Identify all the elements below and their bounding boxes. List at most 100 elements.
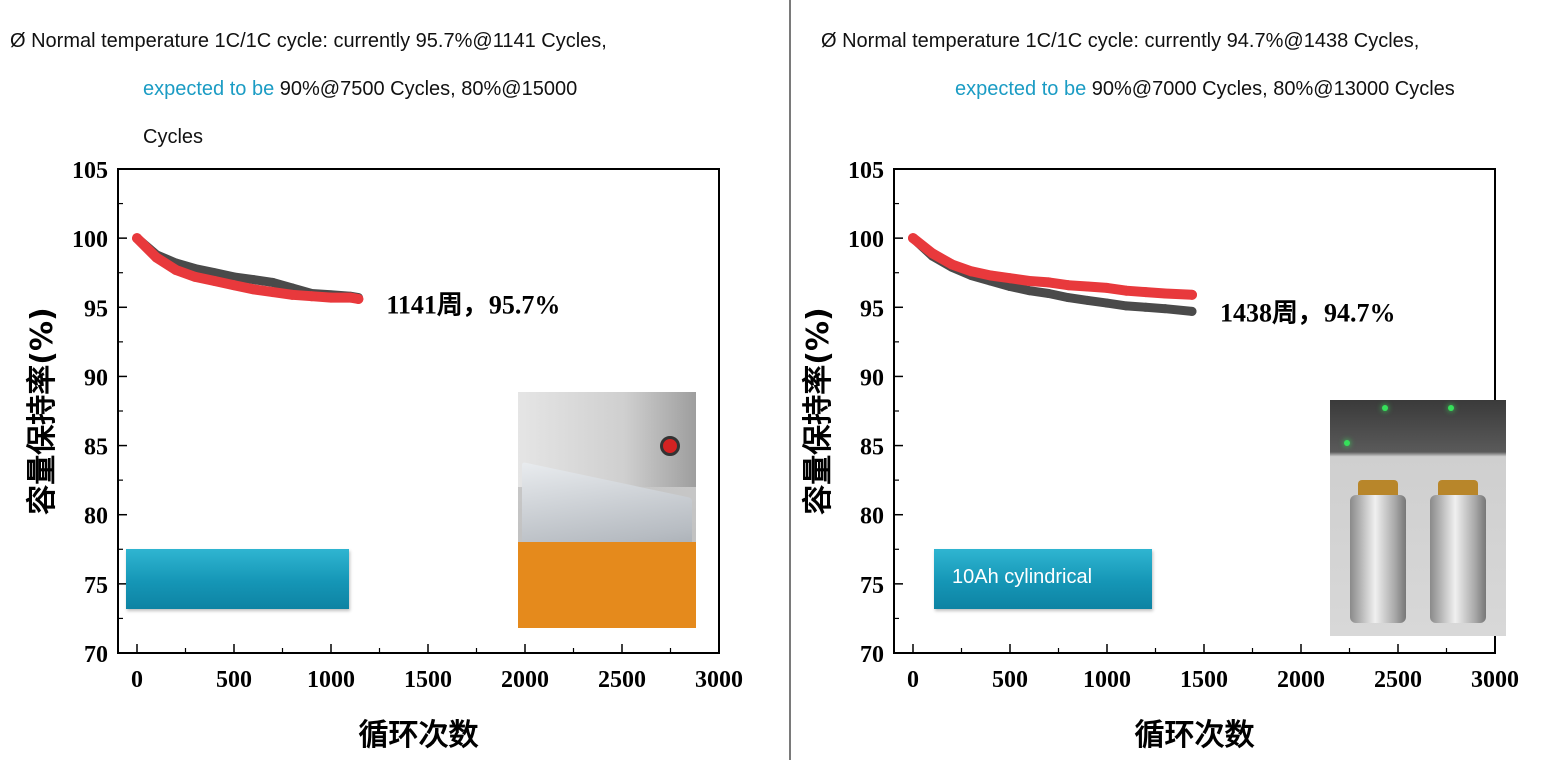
x-axis-label: 循环次数 [359, 718, 480, 753]
series-line-dark [908, 233, 1197, 316]
data-point [908, 233, 918, 244]
data-point [1063, 280, 1074, 291]
x-tick-label: 2000 [501, 667, 549, 693]
note-line-3: Cycles [143, 126, 204, 148]
callout-box [126, 549, 349, 609]
status-led [1382, 405, 1388, 411]
data-point [1186, 289, 1197, 300]
data-point [1121, 301, 1131, 311]
x-tick-label: 500 [216, 667, 252, 693]
y-tick-label: 75 [84, 573, 108, 599]
data-point [229, 272, 239, 282]
y-tick-label: 105 [848, 158, 884, 184]
note-accent-text: expected to be [955, 78, 1087, 100]
data-point [170, 264, 181, 275]
end-point-annotation: 1438周，94.7% [1220, 298, 1396, 327]
data-point [1024, 276, 1035, 287]
note-line-2-rest: 90%@7500 Cycles, 80%@15000 [274, 78, 578, 100]
capacity-retention-chart: 0 500 1000 1500 2000 2500 3000 70 75 80 85 90 95 100 1… [801, 158, 1519, 753]
x-tick-label: 1500 [1180, 667, 1228, 693]
data-point [1005, 282, 1015, 292]
series-line-red [132, 233, 364, 304]
data-point [1082, 281, 1093, 292]
y-tick-label: 105 [72, 158, 108, 184]
x-tick-label: 2500 [598, 667, 646, 693]
y-tick-label: 95 [860, 296, 884, 322]
data-point [927, 248, 938, 259]
y-axis-label: 容量保持率(%) [801, 307, 836, 514]
x-tick-label: 2500 [1374, 667, 1422, 693]
data-point [132, 233, 142, 244]
data-point [1024, 286, 1034, 296]
cylindrical-cells-photo [1330, 400, 1506, 636]
data-point [1102, 282, 1112, 293]
x-tick-label: 3000 [695, 667, 743, 693]
y-tick-label: 95 [84, 296, 108, 322]
y-tick-label: 100 [848, 227, 884, 253]
left-panel: Ø Normal temperature 1C/1C cycle: curren… [0, 0, 775, 760]
data-point [306, 291, 317, 302]
note-line-1: Ø Normal temperature 1C/1C cycle: curren… [821, 30, 1420, 52]
data-point [1160, 288, 1171, 299]
callout-box: 10Ah cylindrical [934, 549, 1152, 609]
pouch-cell-photo [518, 392, 696, 628]
x-tick-label: 1000 [1083, 667, 1131, 693]
y-tick-label: 80 [84, 504, 108, 530]
x-tick-label: 3000 [1471, 667, 1519, 693]
data-point [1044, 288, 1054, 298]
data-point [1083, 295, 1093, 305]
data-point [345, 292, 356, 303]
data-point [151, 252, 162, 263]
y-tick-label: 80 [860, 504, 884, 530]
y-tick-label: 75 [860, 573, 884, 599]
data-point [210, 268, 220, 278]
data-point [966, 266, 977, 277]
y-tick-label: 70 [860, 642, 884, 668]
data-point [1187, 306, 1197, 316]
right-panel: Ø Normal temperature 1C/1C cycle: curren… [776, 0, 1551, 760]
y-tick-label: 70 [84, 642, 108, 668]
data-point [1063, 293, 1073, 303]
data-point [248, 284, 259, 295]
x-tick-label: 1500 [404, 667, 452, 693]
data-point [326, 292, 336, 303]
cylindrical-cell [1350, 495, 1406, 623]
x-tick-label: 1000 [307, 667, 355, 693]
data-point [353, 293, 364, 304]
y-tick-label: 100 [72, 227, 108, 253]
y-axis-label: 容量保持率(%) [25, 307, 60, 514]
data-point [1141, 302, 1151, 312]
orange-fixture [518, 542, 696, 628]
data-point [1043, 277, 1054, 288]
y-tick-label: 90 [84, 365, 108, 391]
status-led [1448, 405, 1454, 411]
x-axis-label: 循环次数 [1135, 718, 1256, 753]
data-point [985, 270, 996, 281]
data-point [1140, 287, 1151, 298]
data-point [268, 277, 278, 287]
note-line-1: Ø Normal temperature 1C/1C cycle: curren… [10, 30, 607, 52]
data-point [229, 280, 239, 291]
data-point [190, 271, 201, 282]
data-point [1005, 273, 1015, 284]
y-tick-label: 85 [860, 435, 884, 461]
status-led [1344, 440, 1350, 446]
x-tick-label: 500 [992, 667, 1028, 693]
note-line-2: expected to be 90%@7000 Cycles, 80%@1300… [955, 78, 1455, 101]
red-button [660, 436, 680, 456]
x-tick-label: 0 [907, 667, 919, 693]
data-point [209, 276, 220, 287]
capacity-retention-chart: 0 500 1000 1500 2000 2500 3000 70 75 80 85 90 95 100 1… [25, 158, 743, 753]
note-accent-text: expected to be [143, 78, 275, 100]
x-tick-label: 0 [131, 667, 143, 693]
note-line-2: expected to be 90%@7500 Cycles, 80%@1500… [143, 78, 577, 101]
data-point [1121, 285, 1132, 296]
cylindrical-cell [1430, 495, 1486, 623]
data-point [248, 275, 258, 285]
data-point [267, 287, 278, 298]
data-point [287, 289, 298, 300]
end-point-annotation: 1141周，95.7% [386, 290, 560, 319]
data-point [1160, 304, 1170, 314]
data-point [946, 259, 957, 270]
data-point [1102, 298, 1112, 308]
